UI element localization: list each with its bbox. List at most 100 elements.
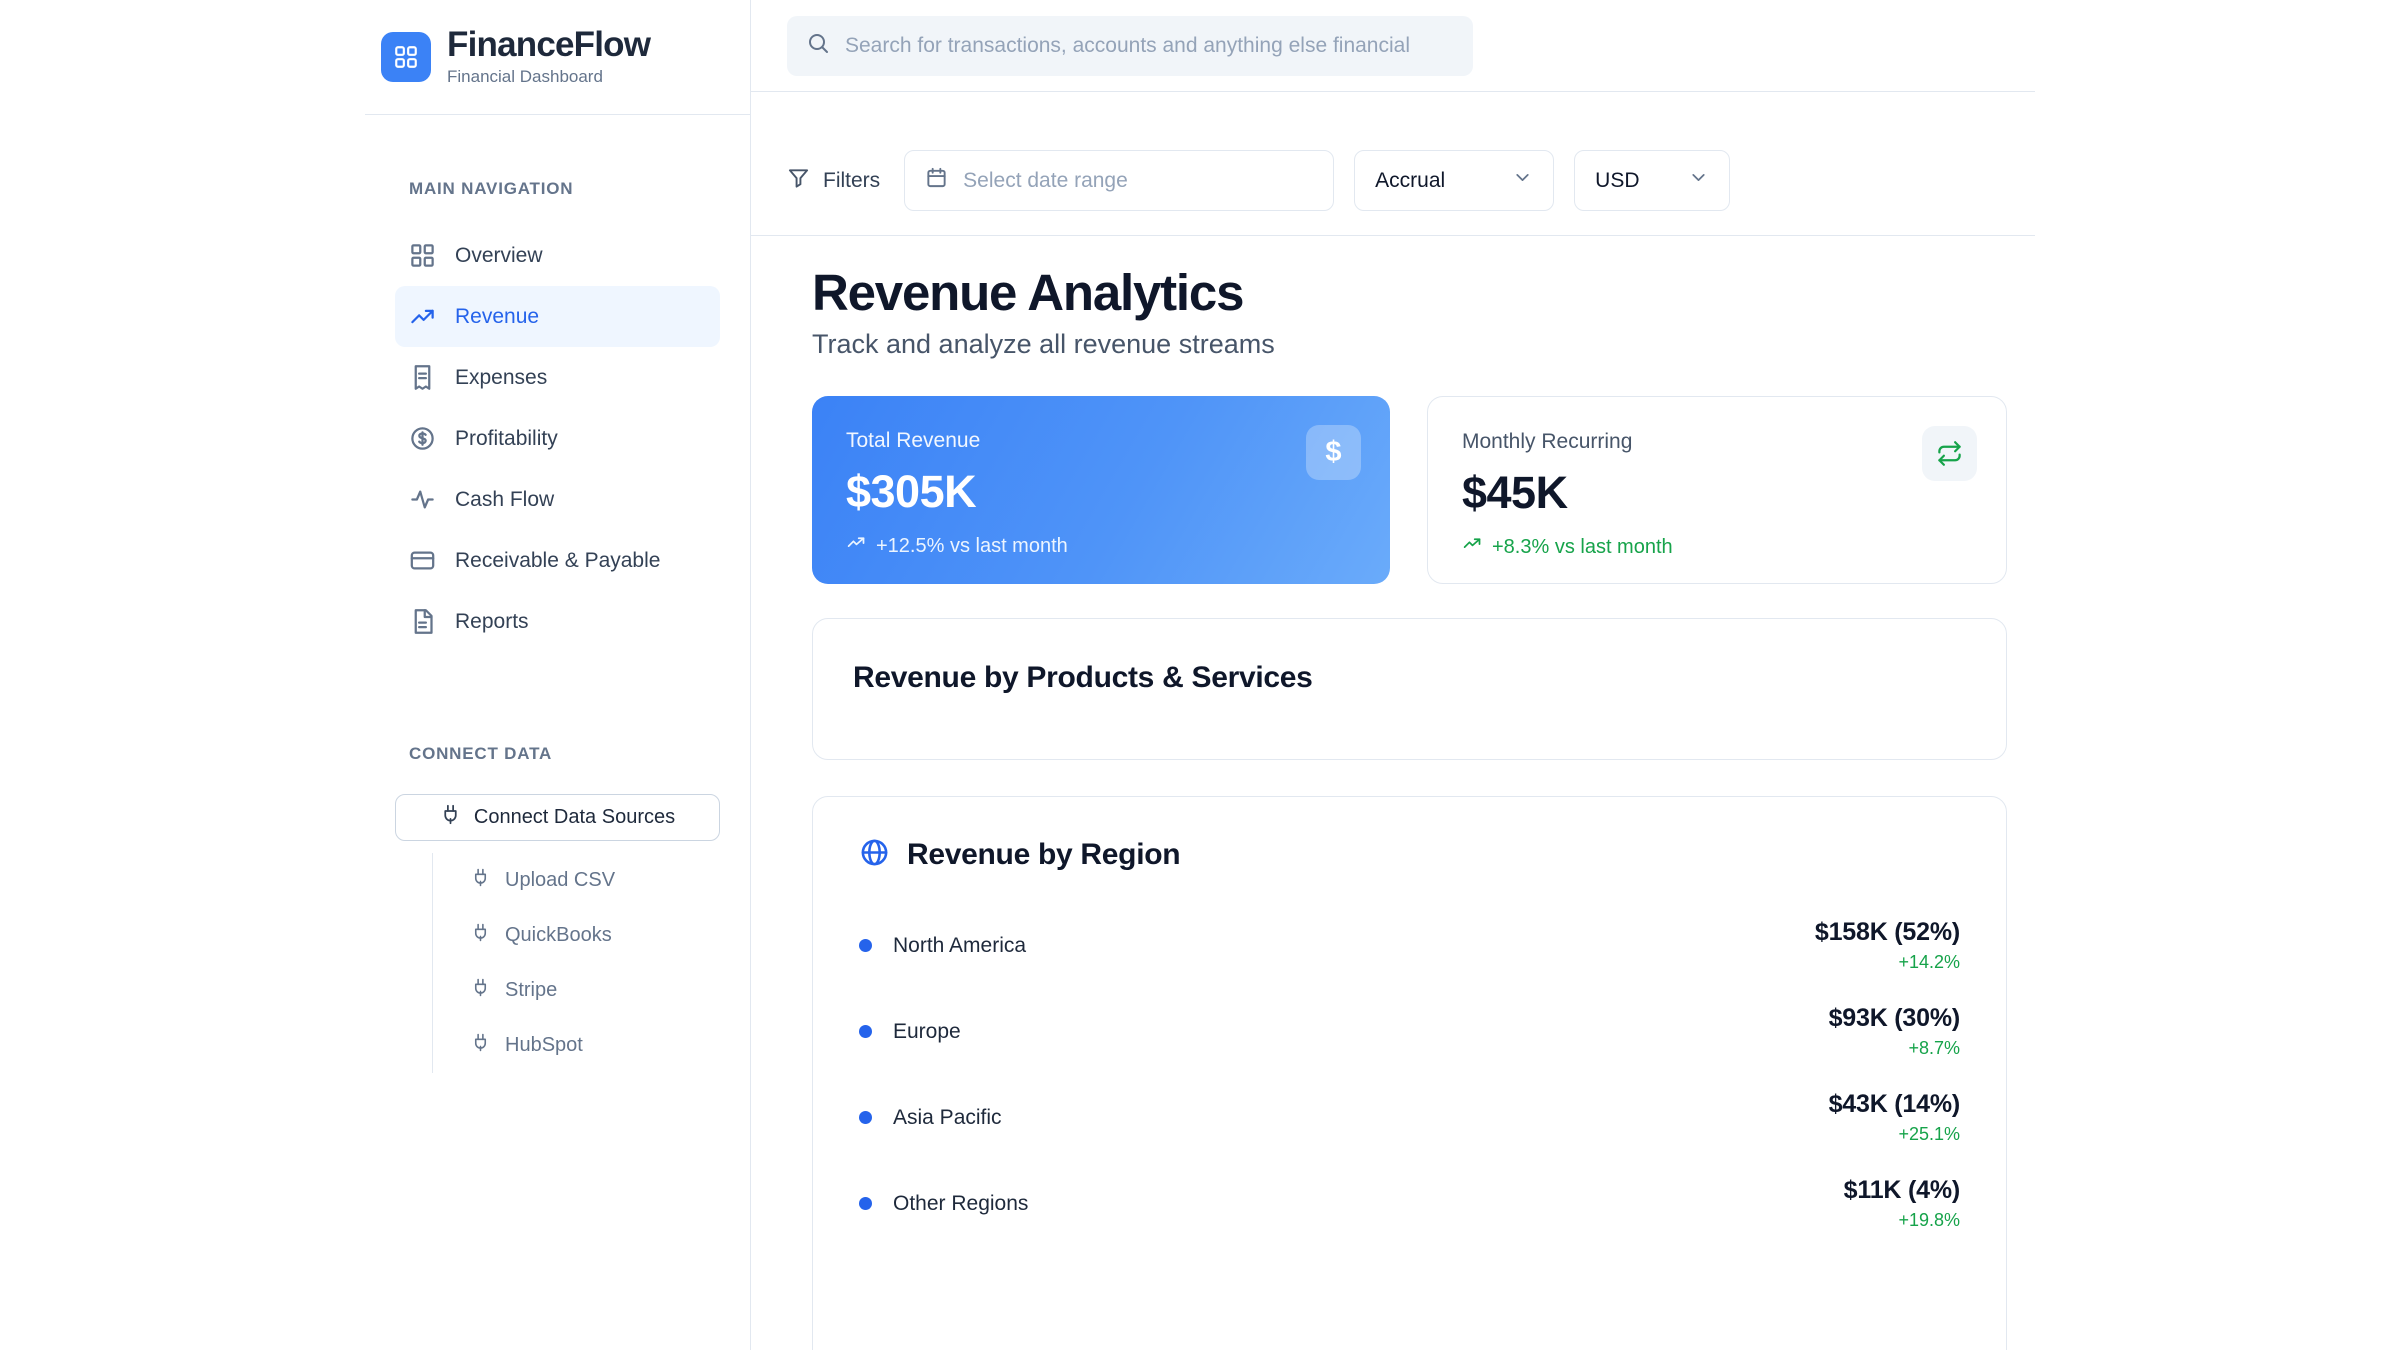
filters-label: Filters xyxy=(823,168,881,192)
region-card-title: Revenue by Region xyxy=(907,837,1181,871)
search-input[interactable] xyxy=(845,33,1454,58)
source-item-upload-csv[interactable]: Upload CSV xyxy=(471,853,720,908)
globe-icon xyxy=(859,837,890,873)
region-value: $93K (30%) xyxy=(1828,1004,1961,1033)
brand: FinanceFlow Financial Dashboard xyxy=(365,0,750,115)
region-rows: North America $158K (52%) +14.2% Europe xyxy=(859,903,1960,1247)
kpi-row: Total Revenue $305K +12.5% vs last month… xyxy=(812,395,2007,584)
document-icon xyxy=(409,608,436,635)
kpi-delta: +12.5% vs last month xyxy=(846,533,1356,560)
brand-logo-icon xyxy=(381,32,431,82)
bullet-dot-icon xyxy=(859,1025,872,1039)
region-value: $43K (14%) xyxy=(1828,1090,1961,1119)
sidebar: FinanceFlow Financial Dashboard MAIN NAV… xyxy=(365,0,751,1350)
region-value: $158K (52%) xyxy=(1814,918,1960,947)
plug-icon xyxy=(471,868,490,893)
revenue-by-region-card: Revenue by Region North America $158K (5… xyxy=(812,795,2007,1350)
region-value-group: $158K (52%) +14.2% xyxy=(1815,918,1960,973)
region-delta: +14.2% xyxy=(1898,952,1960,973)
region-value: $11K (4%) xyxy=(1843,1176,1961,1205)
funnel-icon xyxy=(787,166,810,195)
source-item-label: QuickBooks xyxy=(505,924,612,946)
main-area: Filters Select date range Accrual USD xyxy=(751,0,2035,1350)
app-container: FinanceFlow Financial Dashboard MAIN NAV… xyxy=(365,0,2035,1350)
region-card-header: Revenue by Region xyxy=(859,837,1960,873)
bullet-dot-icon xyxy=(859,1197,872,1211)
source-item-label: Upload CSV xyxy=(505,869,616,891)
region-name: Other Regions xyxy=(893,1191,1029,1215)
dollar-icon: $ xyxy=(1306,424,1361,480)
region-name: North America xyxy=(893,933,1027,957)
connect-button-label: Connect Data Sources xyxy=(473,806,676,828)
region-name-group: North America xyxy=(859,934,1026,958)
activity-icon xyxy=(409,486,436,513)
date-range-input[interactable]: Select date range xyxy=(904,150,1335,211)
region-name-group: Other Regions xyxy=(859,1192,1028,1216)
sidebar-item-label: Receivable & Payable xyxy=(455,548,661,572)
region-delta: +25.1% xyxy=(1898,1124,1960,1145)
bullet-dot-icon xyxy=(859,939,872,953)
sidebar-item-cash-flow[interactable]: Cash Flow xyxy=(395,469,720,530)
search-box[interactable] xyxy=(787,15,1473,76)
chevron-down-icon xyxy=(1688,167,1709,194)
trending-up-icon xyxy=(846,533,867,560)
filters-toggle[interactable]: Filters xyxy=(787,166,880,195)
source-item-hubspot[interactable]: HubSpot xyxy=(471,1018,720,1073)
sidebar-item-label: Expenses xyxy=(455,365,548,389)
brand-text: FinanceFlow Financial Dashboard xyxy=(447,26,651,87)
date-range-placeholder: Select date range xyxy=(963,168,1128,192)
plug-icon xyxy=(471,1033,490,1058)
accounting-basis-value: Accrual xyxy=(1375,168,1446,192)
plug-icon xyxy=(471,923,490,948)
products-services-title: Revenue by Products & Services xyxy=(853,660,1313,694)
region-row-asia-pacific: Asia Pacific $43K (14%) +25.1% xyxy=(859,1075,1960,1161)
sidebar-item-revenue[interactable]: Revenue xyxy=(395,286,720,347)
source-item-stripe[interactable]: Stripe xyxy=(471,963,720,1018)
sidebar-item-receivable-payable[interactable]: Receivable & Payable xyxy=(395,530,720,591)
kpi-value: $305K xyxy=(846,465,977,517)
sidebar-body: MAIN NAVIGATION Overview Revenue xyxy=(365,115,750,1350)
region-value-group: $93K (30%) +8.7% xyxy=(1828,1004,1961,1059)
sidebar-item-label: Overview xyxy=(455,243,543,267)
sidebar-item-expenses[interactable]: Expenses xyxy=(395,347,720,408)
total-revenue-card: Total Revenue $305K +12.5% vs last month… xyxy=(812,395,1390,584)
region-row-europe: Europe $93K (30%) +8.7% xyxy=(859,989,1960,1075)
grid-icon xyxy=(409,242,436,269)
connect-data-sources-button[interactable]: Connect Data Sources xyxy=(395,794,720,841)
kpi-delta: +8.3% vs last month xyxy=(1462,534,1972,561)
kpi-delta-text: +12.5% vs last month xyxy=(876,534,1068,557)
search-icon xyxy=(806,31,830,60)
sidebar-item-overview[interactable]: Overview xyxy=(395,225,720,286)
sidebar-item-profitability[interactable]: Profitability xyxy=(395,408,720,469)
region-delta: +8.7% xyxy=(1908,1038,1960,1059)
monthly-recurring-card: Monthly Recurring $45K +8.3% vs last mon… xyxy=(1427,395,2007,584)
sidebar-item-label: Revenue xyxy=(455,304,540,328)
kpi-label: Monthly Recurring xyxy=(1462,429,1633,453)
filter-bar: Filters Select date range Accrual USD xyxy=(751,92,2035,236)
bullet-dot-icon xyxy=(859,1111,872,1125)
region-value-group: $11K (4%) +19.8% xyxy=(1843,1176,1961,1231)
sidebar-item-label: Cash Flow xyxy=(455,487,555,511)
kpi-delta-text: +8.3% vs last month xyxy=(1492,535,1673,558)
currency-select[interactable]: USD xyxy=(1574,150,1731,211)
trending-up-icon xyxy=(409,303,436,330)
region-row-other-regions: Other Regions $11K (4%) +19.8% xyxy=(859,1161,1960,1247)
source-item-label: Stripe xyxy=(505,979,558,1001)
kpi-label: Total Revenue xyxy=(846,428,981,452)
region-name: Europe xyxy=(893,1019,961,1043)
accounting-basis-select[interactable]: Accrual xyxy=(1354,150,1555,211)
main-navigation-label: MAIN NAVIGATION xyxy=(409,179,574,198)
region-value-group: $43K (14%) +25.1% xyxy=(1828,1090,1961,1145)
plug-icon xyxy=(440,804,461,831)
sidebar-item-reports[interactable]: Reports xyxy=(395,591,720,652)
receipt-icon xyxy=(409,364,436,391)
page-content: Revenue Analytics Track and analyze all … xyxy=(751,236,2035,1350)
credit-card-icon xyxy=(409,547,436,574)
source-item-label: HubSpot xyxy=(505,1034,583,1056)
calendar-icon xyxy=(925,166,948,195)
region-name-group: Europe xyxy=(859,1020,961,1044)
page-subtitle: Track and analyze all revenue streams xyxy=(812,328,1275,359)
trending-up-icon xyxy=(1462,534,1483,561)
source-item-quickbooks[interactable]: QuickBooks xyxy=(471,908,720,963)
brand-subtitle: Financial Dashboard xyxy=(447,66,603,86)
